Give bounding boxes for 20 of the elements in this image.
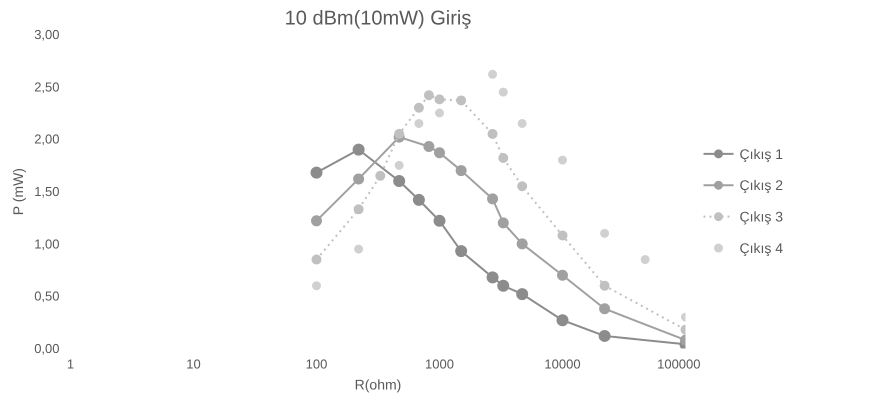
x-tick-label: 1 xyxy=(66,356,74,372)
y-tick-label: 0,00 xyxy=(34,341,60,356)
legend-label: Çıkış 1 xyxy=(740,146,784,162)
legend-label: Çıkış 3 xyxy=(740,208,784,225)
x-tick-label: 1000 xyxy=(425,356,454,372)
x-tick-label: 10000 xyxy=(544,356,581,372)
legend-label: Çıkış 4 xyxy=(740,240,784,256)
y-tick-label: 1,50 xyxy=(34,184,60,199)
x-axis-title: R(ohm) xyxy=(354,376,402,392)
y-tick-label: 2,00 xyxy=(34,132,60,147)
x-tick-label: 100000 xyxy=(657,356,701,372)
x-tick-label: 10 xyxy=(186,356,201,372)
y-tick-label: 1,00 xyxy=(34,236,60,252)
y-tick-label: 0,50 xyxy=(34,288,60,304)
y-tick-label: 2,50 xyxy=(34,79,60,94)
y-tick-label: 3,00 xyxy=(34,27,60,42)
y-axis-title: P (mW) xyxy=(10,168,26,216)
x-tick-label: 100 xyxy=(306,356,328,372)
chart-title: 10 dBm(10mW) Giriş xyxy=(284,8,472,30)
legend-label: Çıkış 2 xyxy=(740,177,784,194)
